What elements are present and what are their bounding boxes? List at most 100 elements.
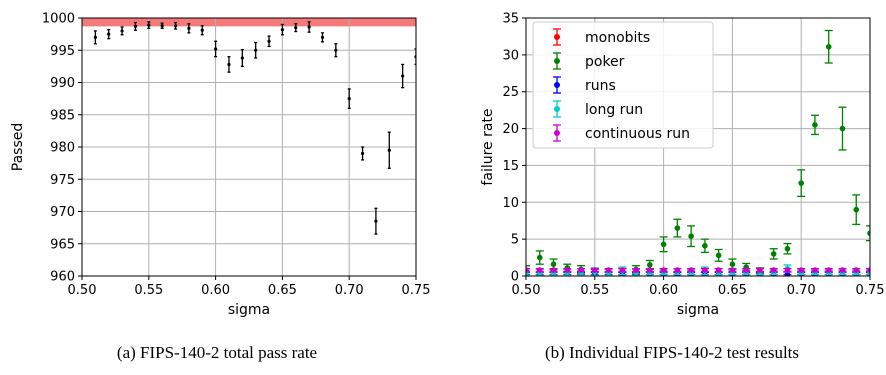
series-point bbox=[267, 39, 271, 43]
legend-item-long-run: long run bbox=[553, 100, 643, 118]
continuous-run-point bbox=[526, 267, 529, 273]
legend-label: long run bbox=[585, 102, 643, 118]
x-tick-label: 0.75 bbox=[856, 283, 885, 298]
x-tick-label: 0.75 bbox=[402, 283, 431, 298]
series-point bbox=[307, 25, 311, 29]
continuous-run-point bbox=[550, 267, 557, 273]
poker-point bbox=[647, 262, 653, 268]
y-tick-label: 960 bbox=[50, 270, 75, 285]
continuous-run-point bbox=[757, 267, 763, 273]
y-tick-label: 10 bbox=[502, 196, 519, 211]
x-tick-label: 0.60 bbox=[201, 283, 230, 298]
reference-band bbox=[82, 18, 416, 27]
series-point bbox=[254, 48, 258, 52]
poker-point bbox=[688, 233, 694, 239]
legend-item-continuous-run: continuous run bbox=[553, 124, 690, 142]
continuous-run-point bbox=[647, 267, 653, 273]
y-tick-label: 20 bbox=[502, 122, 519, 137]
series-point bbox=[120, 29, 124, 33]
y-tick-label: 1000 bbox=[42, 12, 75, 27]
series-point bbox=[294, 26, 298, 30]
series-point bbox=[240, 56, 244, 60]
continuous-run-point bbox=[770, 267, 777, 273]
axes-frame bbox=[81, 17, 417, 277]
y-tick-label: 995 bbox=[50, 44, 75, 59]
plot-area bbox=[526, 29, 870, 276]
series-point bbox=[227, 62, 231, 67]
y-axis-label: failure rate bbox=[480, 108, 496, 185]
series-point bbox=[387, 148, 391, 152]
x-tick-label: 0.50 bbox=[68, 283, 97, 298]
series-point bbox=[374, 219, 378, 223]
y-tick-label: 35 bbox=[502, 12, 519, 27]
plot-area bbox=[93, 21, 416, 235]
series-series bbox=[93, 21, 416, 235]
continuous-run-point bbox=[702, 267, 708, 273]
poker-point bbox=[715, 252, 722, 259]
continuous-run-point bbox=[812, 267, 818, 273]
continuous-run-point bbox=[660, 267, 667, 273]
poker-point bbox=[550, 261, 557, 268]
series-point bbox=[147, 23, 151, 27]
legend-item-poker: poker bbox=[553, 52, 625, 70]
caption-right: (b) Individual FIPS-140-2 test results bbox=[545, 343, 799, 362]
series-continuous-run bbox=[526, 267, 870, 273]
y-tick-label: 965 bbox=[50, 237, 75, 252]
legend-item-runs: runs bbox=[553, 76, 616, 94]
continuous-run-point bbox=[867, 267, 870, 273]
series-long-run bbox=[526, 264, 870, 276]
legend: monobits poker runs long run continuous run bbox=[532, 21, 714, 149]
series-point bbox=[347, 97, 351, 101]
x-tick-label: 0.65 bbox=[718, 283, 747, 298]
chart-failure-rate: 0.50 0.55 0.60 0.65 0.70 0.75 0 5 10 15 20 25 30 35 si… bbox=[480, 12, 884, 319]
continuous-run-point bbox=[839, 267, 846, 273]
continuous-run-point bbox=[536, 267, 543, 273]
y-tick-label: 25 bbox=[502, 85, 519, 100]
poker-point bbox=[839, 125, 846, 132]
series-point bbox=[187, 26, 191, 30]
x-axis-label: sigma bbox=[677, 302, 719, 318]
poker-point bbox=[729, 261, 736, 268]
y-tick-label: 985 bbox=[50, 108, 75, 123]
y-tick-label: 30 bbox=[502, 48, 519, 63]
series-point bbox=[160, 24, 164, 28]
poker-point bbox=[867, 230, 870, 237]
y-tick-label: 0 bbox=[511, 270, 519, 285]
x-tick-label: 0.70 bbox=[335, 283, 364, 298]
continuous-run-point bbox=[619, 267, 626, 273]
axes-frame bbox=[525, 17, 871, 277]
series-point bbox=[280, 28, 284, 32]
series-point bbox=[107, 32, 111, 36]
poker-point bbox=[853, 206, 860, 213]
x-tick-label: 0.55 bbox=[134, 283, 163, 298]
continuous-run-point bbox=[729, 267, 736, 273]
poker-point bbox=[825, 43, 832, 50]
legend-marker bbox=[554, 106, 560, 112]
series-point bbox=[320, 35, 325, 39]
continuous-run-point bbox=[715, 267, 722, 273]
continuous-run-point bbox=[784, 267, 791, 273]
poker-point bbox=[798, 180, 804, 186]
continuous-run-point bbox=[798, 267, 804, 273]
legend-item-monobits: monobits bbox=[553, 28, 650, 46]
continuous-run-point bbox=[743, 267, 749, 273]
x-tick-label: 0.55 bbox=[580, 283, 609, 298]
continuous-run-point bbox=[592, 267, 598, 273]
x-tick-label: 0.70 bbox=[787, 283, 816, 298]
y-tick-label: 975 bbox=[50, 173, 75, 188]
continuous-run-point bbox=[633, 267, 639, 273]
x-tick-label: 0.65 bbox=[268, 283, 297, 298]
series-point bbox=[173, 24, 178, 28]
legend-label: poker bbox=[585, 54, 625, 70]
poker-point bbox=[702, 242, 708, 249]
poker-point bbox=[536, 254, 543, 261]
poker-point bbox=[660, 241, 667, 248]
y-tick-label: 15 bbox=[502, 159, 519, 174]
continuous-run-point bbox=[825, 267, 832, 273]
poker-point bbox=[784, 245, 791, 252]
series-point bbox=[93, 35, 97, 39]
continuous-run-point bbox=[564, 267, 571, 273]
legend-label: runs bbox=[585, 78, 616, 94]
x-tick-label: 0.50 bbox=[512, 283, 541, 298]
